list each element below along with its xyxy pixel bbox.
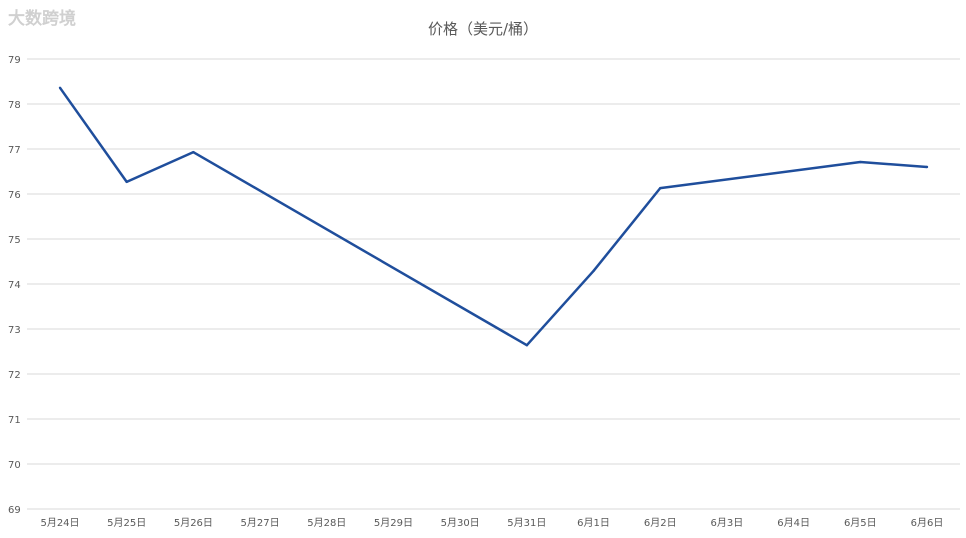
- x-tick-label: 6月1日: [577, 517, 610, 529]
- data-point: [525, 344, 529, 347]
- y-tick-label: 76: [8, 190, 21, 201]
- x-tick-label: 5月30日: [441, 517, 480, 529]
- data-point: [659, 186, 662, 190]
- x-tick-label: 6月3日: [711, 517, 744, 529]
- x-tick-label: 5月25日: [107, 517, 146, 529]
- y-tick-label: 70: [8, 460, 21, 471]
- y-tick-label: 78: [8, 100, 21, 111]
- x-tick-label: 5月28日: [307, 517, 346, 529]
- data-point: [592, 269, 595, 273]
- y-tick-label: 73: [8, 325, 21, 336]
- data-point: [925, 165, 929, 169]
- x-tick-label: 5月31日: [507, 517, 546, 529]
- x-tick-label: 5月29日: [374, 517, 413, 529]
- chart-title: 价格（美元/桶）: [427, 20, 539, 38]
- y-tick-label: 72: [8, 370, 21, 381]
- y-tick-label: 79: [8, 55, 21, 66]
- x-tick-label: 6月5日: [844, 517, 877, 529]
- x-tick-label: 6月4日: [777, 517, 810, 529]
- x-tick-label: 5月27日: [241, 517, 280, 529]
- data-point: [859, 160, 862, 164]
- x-tick-label: 5月24日: [40, 517, 79, 529]
- y-tick-label: 74: [8, 280, 21, 291]
- data-point: [192, 150, 195, 154]
- y-tick-label: 75: [8, 235, 21, 246]
- data-point: [58, 86, 62, 90]
- y-tick-label: 71: [8, 415, 21, 426]
- series-line: [58, 87, 928, 347]
- x-tick-label: 5月26日: [174, 517, 213, 529]
- x-tick-label: 6月6日: [911, 517, 944, 529]
- data-point: [125, 180, 128, 184]
- x-tick-label: 6月2日: [644, 517, 677, 529]
- y-tick-label: 69: [8, 505, 21, 516]
- watermark-logo: 大数跨境: [8, 9, 76, 29]
- y-tick-label: 77: [8, 145, 21, 156]
